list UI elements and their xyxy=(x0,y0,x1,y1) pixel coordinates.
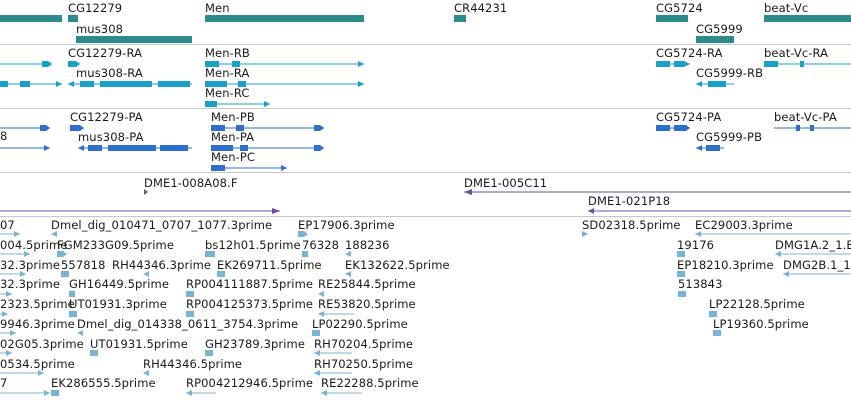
est-glyphs[interactable] xyxy=(0,217,851,401)
est-label[interactable]: LP19360.5prime xyxy=(713,317,809,331)
clone-label[interactable]: DME1-005C11 xyxy=(464,176,548,190)
protein-label[interactable]: CG5999-PB xyxy=(696,130,763,144)
gene-label[interactable]: CR44231 xyxy=(454,1,508,15)
est-label[interactable]: 7 xyxy=(0,376,8,390)
est-label[interactable]: GH16449.5prime xyxy=(69,277,170,291)
est-label[interactable]: EK269711.5prime xyxy=(217,258,322,272)
est-label[interactable]: SD02318.5prime xyxy=(582,218,681,232)
est-label[interactable]: 07 xyxy=(0,218,15,232)
est-label[interactable]: 004.5prime xyxy=(0,238,68,252)
protein-label[interactable]: Men-PC xyxy=(211,150,256,164)
clone-glyphs[interactable] xyxy=(0,173,851,217)
transcript-track: CG12279-RA Men-RB CG5724-RA beat-Vc-RA m… xyxy=(0,45,851,108)
track-divider xyxy=(0,216,851,217)
est-label[interactable]: RH44346.5prime xyxy=(143,357,243,371)
est-label[interactable]: RP004212946.5prime xyxy=(186,376,314,390)
protein-label[interactable]: CG12279-PA xyxy=(70,110,143,124)
est-label[interactable]: RE22288.5prime xyxy=(321,376,419,390)
protein-glyphs[interactable] xyxy=(0,109,851,172)
est-label[interactable]: EK286555.5prime xyxy=(51,376,156,390)
est-label[interactable]: RE53820.5prime xyxy=(318,297,416,311)
est-label[interactable]: 513843 xyxy=(678,277,723,291)
transcript-label[interactable]: mus308-RA xyxy=(76,66,143,80)
est-label[interactable]: 557818 xyxy=(61,258,106,272)
est-label[interactable]: EC29003.3prime xyxy=(695,218,793,232)
est-label[interactable]: DMG2B.1_1 xyxy=(783,258,851,272)
transcript-label[interactable]: CG5724-RA xyxy=(656,46,723,60)
est-label[interactable]: UT01931.3prime xyxy=(69,297,167,311)
est-label[interactable]: EK132622.5prime xyxy=(345,258,450,272)
est-label[interactable]: LP22128.5prime xyxy=(709,297,805,311)
protein-label[interactable]: CG5724-PA xyxy=(656,110,722,124)
est-label[interactable]: GH23789.3prime xyxy=(205,337,306,351)
est-label[interactable]: bs12h01.5prime xyxy=(205,238,301,252)
est-label[interactable]: 76328 xyxy=(302,238,340,252)
est-label[interactable]: 2323.5prime xyxy=(0,297,75,311)
transcript-label[interactable]: CG12279-RA xyxy=(68,46,143,60)
protein-label[interactable]: 8 xyxy=(0,129,8,143)
gene-glyphs[interactable] xyxy=(0,0,851,44)
protein-label[interactable]: Men-PB xyxy=(211,110,255,124)
gene-label[interactable]: CG12279 xyxy=(68,1,123,15)
est-label[interactable]: Dmel_dig_010471_0707_1077.3prime xyxy=(51,218,273,232)
est-label[interactable]: FGM233G09.5prime xyxy=(57,238,175,252)
est-label[interactable]: RH70250.5prime xyxy=(314,357,414,371)
est-label[interactable]: 0534.5prime xyxy=(0,357,75,371)
protein-track: 8 CG12279-PA Men-PB CG5724-PA beat-Vc-PA… xyxy=(0,109,851,172)
est-label[interactable]: 32.3prime xyxy=(0,258,61,272)
track-divider xyxy=(0,44,851,45)
clone-label[interactable]: DME1-021P18 xyxy=(588,194,671,208)
est-label[interactable]: 188236 xyxy=(345,238,390,252)
clone-track: DME1-008A08.F DME1-005C11 DME1-021P18 xyxy=(0,173,851,217)
clone-label[interactable]: DME1-008A08.F xyxy=(144,176,238,190)
est-label[interactable]: 32.3prime xyxy=(0,277,61,291)
gene-label[interactable]: CG5999 xyxy=(696,22,743,36)
gene-label[interactable]: Men xyxy=(205,1,230,15)
transcript-label[interactable]: beat-Vc-RA xyxy=(764,46,829,60)
est-label[interactable]: RH44346.3prime xyxy=(112,258,212,272)
est-label[interactable]: LP02290.5prime xyxy=(312,317,408,331)
transcript-label[interactable]: Men-RC xyxy=(205,86,250,100)
gene-label[interactable]: mus308 xyxy=(76,22,124,36)
est-label[interactable]: DMG1A.2_1.E xyxy=(775,238,851,252)
est-label[interactable]: UT01931.5prime xyxy=(90,337,188,351)
transcript-label[interactable]: CG5999-RB xyxy=(696,66,764,80)
gene-label[interactable]: beat-Vc xyxy=(764,1,809,15)
est-track: 07 Dmel_dig_010471_0707_1077.3prime EP17… xyxy=(0,217,851,401)
est-label[interactable]: 19176 xyxy=(677,238,715,252)
gene-track: CG12279 Men CR44231 CG5724 beat-Vc mus30… xyxy=(0,0,851,44)
gene-label[interactable]: CG5724 xyxy=(656,1,703,15)
protein-label[interactable]: Men-PA xyxy=(211,130,255,144)
protein-label[interactable]: beat-Vc-PA xyxy=(774,110,837,124)
transcript-label[interactable]: Men-RA xyxy=(205,66,250,80)
est-label[interactable]: Dmel_dig_014338_0611_3754.3prime xyxy=(77,317,299,331)
transcript-glyphs[interactable] xyxy=(0,45,851,108)
est-label[interactable]: RP004111887.5prime xyxy=(186,277,314,291)
protein-label[interactable]: mus308-PA xyxy=(78,130,144,144)
est-label[interactable]: RP004125373.5prime xyxy=(186,297,314,311)
est-label[interactable]: EP18210.3prime xyxy=(677,258,774,272)
track-divider xyxy=(0,172,851,173)
est-label[interactable]: RH70204.5prime xyxy=(314,337,414,351)
est-label[interactable]: EP17906.3prime xyxy=(298,218,395,232)
transcript-label[interactable]: Men-RB xyxy=(205,46,250,60)
est-label[interactable]: 02G05.3prime xyxy=(0,337,84,351)
est-label[interactable]: 9946.3prime xyxy=(0,317,75,331)
track-divider xyxy=(0,108,851,109)
est-label[interactable]: RE25844.5prime xyxy=(318,277,416,291)
